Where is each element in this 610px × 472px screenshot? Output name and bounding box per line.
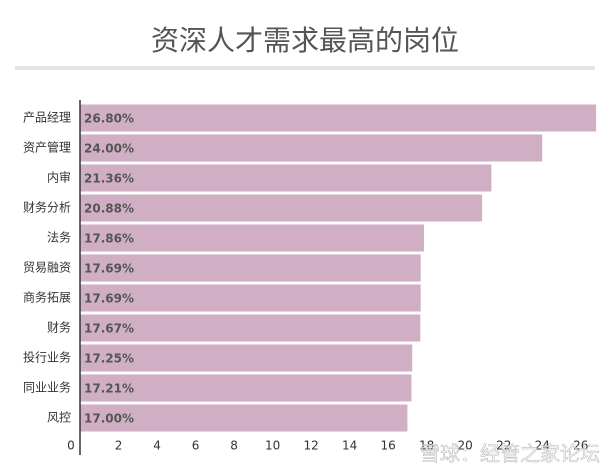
- bar: [80, 224, 424, 252]
- value-label: 26.80%: [84, 112, 134, 126]
- y-tick-label: 商务拓展: [23, 290, 71, 305]
- x-tick-label: 22: [496, 439, 511, 453]
- value-label: 17.67%: [84, 322, 134, 336]
- y-tick-label: 内审: [47, 170, 71, 185]
- value-label: 17.21%: [84, 382, 134, 396]
- x-tick-label: 12: [303, 439, 318, 453]
- y-tick-label: 财务: [47, 320, 71, 335]
- value-label: 24.00%: [84, 142, 134, 156]
- bar: [80, 344, 413, 372]
- bar: [80, 254, 421, 282]
- value-label: 17.25%: [84, 352, 134, 366]
- value-label: 17.00%: [84, 412, 134, 426]
- chart-title: 资深人才需求最高的岗位: [151, 24, 459, 57]
- x-tick-label: 16: [381, 439, 396, 453]
- x-tick-label: 18: [419, 439, 434, 453]
- bar: [80, 104, 597, 132]
- y-tick-label: 投行业务: [23, 350, 71, 365]
- x-tick-label: 4: [153, 439, 161, 453]
- bar: [80, 314, 421, 342]
- title-rule: [15, 66, 595, 70]
- y-tick-label: 资产管理: [23, 140, 71, 155]
- x-tick-label: 20: [458, 439, 473, 453]
- bar: [80, 404, 408, 432]
- value-label: 17.86%: [84, 232, 134, 246]
- y-tick-label: 财务分析: [23, 200, 71, 215]
- y-tick-label: 风控: [47, 411, 71, 425]
- x-tick-label: 26: [573, 439, 588, 453]
- x-tick-label: 2: [115, 439, 123, 453]
- value-label: 17.69%: [84, 262, 134, 276]
- y-tick-label: 产品经理: [23, 111, 71, 125]
- value-label: 21.36%: [84, 172, 134, 186]
- bar: [80, 134, 543, 162]
- x-tick-label: 14: [342, 439, 357, 453]
- y-tick-label: 同业业务: [23, 380, 71, 395]
- x-tick-label: 8: [230, 439, 238, 453]
- bar: [80, 284, 421, 312]
- bar: [80, 164, 492, 192]
- y-tick-label: 贸易融资: [23, 261, 71, 275]
- x-tick-label: 0: [67, 439, 75, 453]
- value-label: 20.88%: [84, 202, 134, 216]
- bar: [80, 194, 483, 222]
- watermark: 雪球：经管之家论坛: [420, 442, 600, 466]
- bar: [80, 374, 412, 402]
- x-tick-label: 24: [535, 439, 550, 453]
- x-tick-label: 6: [192, 439, 200, 453]
- y-tick-label: 法务: [47, 230, 71, 245]
- x-tick-label: 10: [265, 439, 280, 453]
- value-label: 17.69%: [84, 292, 134, 306]
